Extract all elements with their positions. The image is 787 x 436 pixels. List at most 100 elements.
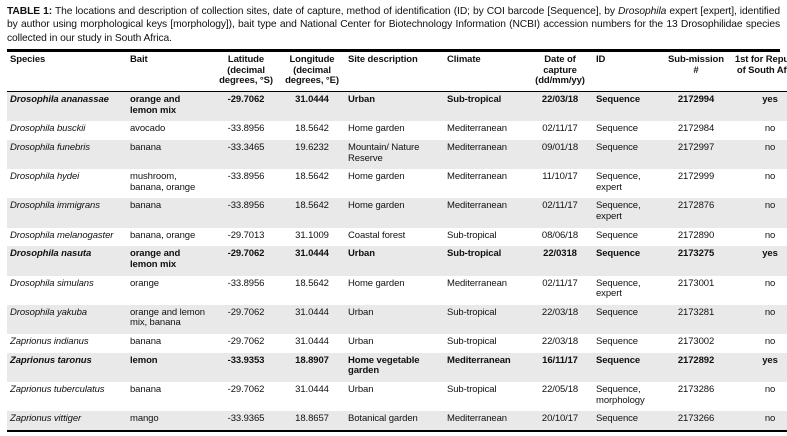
cell-climate: Sub-tropical [447,383,497,395]
cell-first: yes [762,248,778,260]
cell-site: Urban [348,306,374,318]
table-row: Zaprionus indianus banana -29.7062 31.0444 U… [7,334,787,353]
cell-species: Drosophila nasuta [10,248,92,260]
cell-site: Mountain/ Nature Reserve [348,141,420,164]
cell-site: Home garden [348,171,405,183]
cell-first: no [764,200,776,212]
cell-climate: Mediterranean [447,354,511,366]
col-header-latitude: Latitude (decimal degrees, °S) [213,52,279,93]
cell-submission: 2173275 [677,248,715,260]
cell-latitude: -29.7062 [227,383,265,395]
cell-species: Drosophila melanogaster [10,229,114,241]
cell-latitude: -33.8956 [227,171,265,183]
col-header-id: ID [593,52,665,93]
cell-first: no [764,306,776,318]
table-row: Drosophila busckii avocado -33.8956 18.5642… [7,121,787,140]
cell-species: Zaprionus taronus [10,354,92,366]
table-row: Zaprionus tuberculatus banana -29.7062 31.0… [7,382,787,411]
cell-site: Botanical garden [348,413,418,425]
cell-latitude: -29.7062 [227,306,265,318]
table-row: Drosophila melanogaster banana, orange -29… [7,228,787,247]
col-header-climate: Climate [444,52,527,93]
cell-latitude: -33.8956 [227,277,265,289]
cell-id: Sequence, expert [596,171,641,193]
cell-bait: mushroom, banana, orange [130,171,196,193]
cell-date: 22/0318 [543,248,577,260]
cell-climate: Mediterranean [447,171,507,183]
cell-bait: avocado [130,123,166,135]
table-footnote: Note. The final column indicates whether… [7,432,780,436]
cell-longitude: 31.0444 [295,248,329,260]
cell-date: 02/11/17 [542,123,578,135]
cell-id: Sequence, expert [596,277,641,300]
cell-submission: 2173001 [677,277,715,289]
cell-longitude: 31.0444 [295,94,329,105]
cell-site: Coastal forest [348,229,406,241]
cell-species: Drosophila funebris [10,141,90,153]
cell-longitude: 31.0444 [295,336,329,347]
cell-climate: Mediterranean [447,413,507,425]
cell-climate: Mediterranean [447,277,507,289]
table-row: Zaprionus vittiger mango -33.9365 18.8657 Bo… [7,411,787,431]
cell-species: Drosophila yakuba [10,306,87,318]
cell-species: Drosophila busckii [10,123,86,135]
table-row: Drosophila immigrans banana -33.8956 18.564… [7,198,787,228]
cell-bait: orange [130,277,159,289]
cell-id: Sequence [596,354,641,366]
cell-climate: Sub-tropical [447,229,497,241]
table-row: Drosophila funebris banana -33.3465 19.6232… [7,139,787,170]
cell-date: 08/06/18 [541,229,579,241]
cell-date: 22/03/18 [541,306,579,318]
cell-date: 16/11/17 [542,354,578,366]
cell-longitude: 18.5642 [295,123,329,135]
cell-climate: Mediterranean [447,123,507,135]
cell-species: Drosophila ananassae [10,94,109,105]
table-caption: TABLE 1: The locations and description o… [7,4,780,53]
cell-first: yes [762,354,778,366]
table-body: Drosophila ananassae orange and lemon mix… [7,91,787,431]
cell-first: yes [762,94,778,105]
cell-bait: banana [130,141,162,153]
cell-first: no [764,141,776,153]
cell-longitude: 31.0444 [295,383,329,395]
cell-submission: 2173286 [677,383,715,395]
cell-bait: mango [130,413,159,425]
table-caption-label: TABLE 1: [7,6,53,17]
cell-bait: banana [130,336,162,347]
cell-submission: 2172890 [677,229,715,241]
cell-date: 09/01/18 [541,141,579,153]
cell-site: Home garden [348,200,405,212]
cell-site: Urban [348,336,374,347]
cell-date: 11/10/17 [542,171,578,183]
table-row: Zaprionus taronus lemon -33.9353 18.8907 Hom… [7,352,787,382]
cell-climate: Mediterranean [447,200,507,212]
cell-climate: Mediterranean [447,141,507,153]
cell-longitude: 18.5642 [295,171,329,183]
table-caption-text-before: The locations and description of collect… [54,6,619,17]
cell-longitude: 31.0444 [295,306,329,318]
cell-first: no [764,383,776,395]
cell-first: no [764,229,776,241]
table-row: Drosophila nasuta orange and lemon mix -29… [7,246,787,276]
cell-bait: orange and lemon mix [130,94,181,116]
cell-longitude: 31.1009 [295,229,329,241]
cell-species: Drosophila simulans [10,277,94,289]
table-row: Drosophila hydei mushroom, banana, orange… [7,169,787,198]
cell-submission: 2173281 [677,306,715,318]
cell-date: 02/11/17 [542,200,578,212]
cell-submission: 2173266 [677,413,715,425]
header-row: Species Bait Latitude (decimal degrees, … [7,52,787,93]
cell-id: Sequence [596,141,638,153]
cell-site: Urban [348,383,374,395]
cell-site: Home garden [348,123,405,135]
cell-bait: orange and lemon mix [130,248,181,270]
cell-bait: banana [130,383,162,395]
cell-id: Sequence, morphology [596,383,645,406]
cell-submission: 2172892 [677,354,715,366]
cell-latitude: -33.3465 [227,141,265,153]
cell-id: Sequence, expert [596,200,641,222]
cell-species: Zaprionus indianus [10,336,89,347]
cell-longitude: 19.6232 [295,141,329,153]
cell-id: Sequence [596,248,641,260]
